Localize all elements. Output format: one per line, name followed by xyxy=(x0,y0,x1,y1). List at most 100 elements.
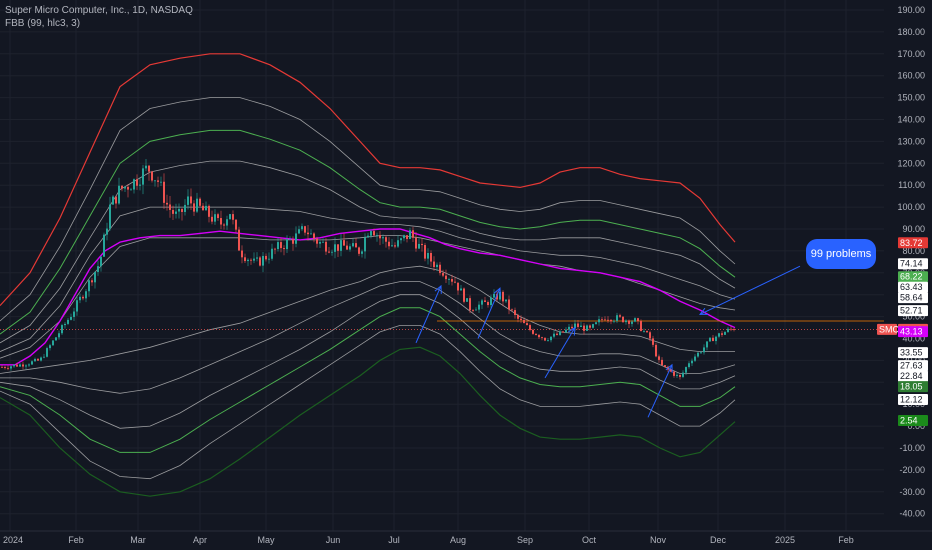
candle-body xyxy=(490,297,492,306)
candle-body xyxy=(94,271,96,283)
candle-body xyxy=(730,328,732,330)
band-upper-0 xyxy=(0,235,736,359)
annotation-arrow xyxy=(477,287,501,339)
candle-body xyxy=(553,333,555,337)
candle-body xyxy=(655,344,657,357)
candle-body xyxy=(598,319,600,323)
candle-body xyxy=(100,256,102,267)
candle-body xyxy=(349,246,351,250)
candle-body xyxy=(64,323,66,326)
arrow-head xyxy=(665,363,673,373)
candle-body xyxy=(277,242,279,250)
candle-body xyxy=(352,243,354,247)
candlestick-series xyxy=(1,159,735,380)
time-axis[interactable]: 2024 Feb Mar Apr May Jun Jul Aug Sep Oct Nov Dec 202… xyxy=(0,530,932,550)
indicator-label[interactable]: FBB (99, hlc3, 3) xyxy=(5,18,81,29)
candle-body xyxy=(433,261,435,268)
candle-body xyxy=(517,314,519,319)
candle-body xyxy=(685,367,687,373)
candle-body xyxy=(493,293,495,298)
candle-body xyxy=(397,240,399,247)
candle-body xyxy=(361,251,363,254)
fibonacci-bollinger-bands xyxy=(0,53,736,497)
symbol-title[interactable]: Super Micro Computer, Inc., 1D, NASDAQ xyxy=(5,5,193,16)
candle-body xyxy=(301,226,303,230)
candle-body xyxy=(211,216,213,222)
candle-body xyxy=(145,165,147,169)
candle-body xyxy=(700,352,702,354)
candle-body xyxy=(253,258,255,261)
candle-body xyxy=(133,179,135,190)
candle-body xyxy=(505,299,507,302)
candle-body xyxy=(382,237,384,239)
price-tick-label: -30.00 xyxy=(899,487,925,497)
candle-body xyxy=(709,337,711,342)
candle-body xyxy=(52,340,54,346)
candle-body xyxy=(328,251,330,253)
price-tick-label: -20.00 xyxy=(899,465,925,475)
candle-body xyxy=(538,334,540,338)
candle-body xyxy=(346,245,348,250)
candle-body xyxy=(67,319,69,324)
candle-body xyxy=(568,326,570,330)
candle-body xyxy=(196,198,198,212)
candle-body xyxy=(691,360,693,364)
candle-body xyxy=(574,323,576,329)
candle-body xyxy=(268,258,270,260)
candle-body xyxy=(712,337,714,342)
candle-body xyxy=(628,320,630,324)
candle-body xyxy=(565,329,567,333)
candle-body xyxy=(502,291,504,302)
candle-body xyxy=(181,208,183,212)
candle-body xyxy=(634,318,636,322)
candle-body xyxy=(355,243,357,248)
candle-body xyxy=(442,273,444,276)
candle-body xyxy=(232,214,234,220)
candle-body xyxy=(34,358,36,362)
price-badge xyxy=(898,360,928,372)
candle-body xyxy=(577,323,579,327)
time-tick-label: 2025 xyxy=(775,535,795,545)
candle-body xyxy=(91,280,93,283)
candle-body xyxy=(622,316,624,323)
callout-99-problems[interactable]: 99 problems xyxy=(806,239,876,269)
annotation-arrow xyxy=(415,285,442,344)
candle-body xyxy=(265,255,267,260)
candle-body xyxy=(226,219,228,226)
candle-body xyxy=(214,214,216,222)
price-tick-label: 180.00 xyxy=(897,27,925,37)
candle-body xyxy=(304,226,306,233)
candle-body xyxy=(367,235,369,238)
candle-body xyxy=(37,358,39,361)
price-badge-label: 12.12 xyxy=(900,395,923,405)
candle-body xyxy=(364,237,366,252)
candle-body xyxy=(112,196,114,205)
candle-body xyxy=(85,291,87,299)
price-tick-label: 170.00 xyxy=(897,49,925,59)
candle-body xyxy=(259,257,261,266)
candle-body xyxy=(163,181,165,203)
candle-body xyxy=(640,321,642,332)
candle-body xyxy=(118,185,120,204)
candle-body xyxy=(157,180,159,182)
candle-body xyxy=(457,282,459,291)
band-lower-1 xyxy=(0,281,736,394)
candle-body xyxy=(676,374,678,376)
candle-body xyxy=(562,331,564,333)
candle-body xyxy=(49,345,51,349)
candle-body xyxy=(172,209,174,214)
candle-body xyxy=(244,257,246,262)
candle-body xyxy=(31,361,33,365)
candle-body xyxy=(373,231,375,236)
candle-body xyxy=(142,168,144,185)
candle-body xyxy=(334,244,336,252)
arrow-head xyxy=(493,287,501,297)
candle-body xyxy=(208,205,210,217)
price-badge xyxy=(898,258,928,270)
candle-body xyxy=(394,245,396,247)
candle-body xyxy=(175,211,177,214)
price-tick-label: -40.00 xyxy=(899,509,925,519)
candle-body xyxy=(664,365,666,367)
candle-body xyxy=(469,298,471,311)
